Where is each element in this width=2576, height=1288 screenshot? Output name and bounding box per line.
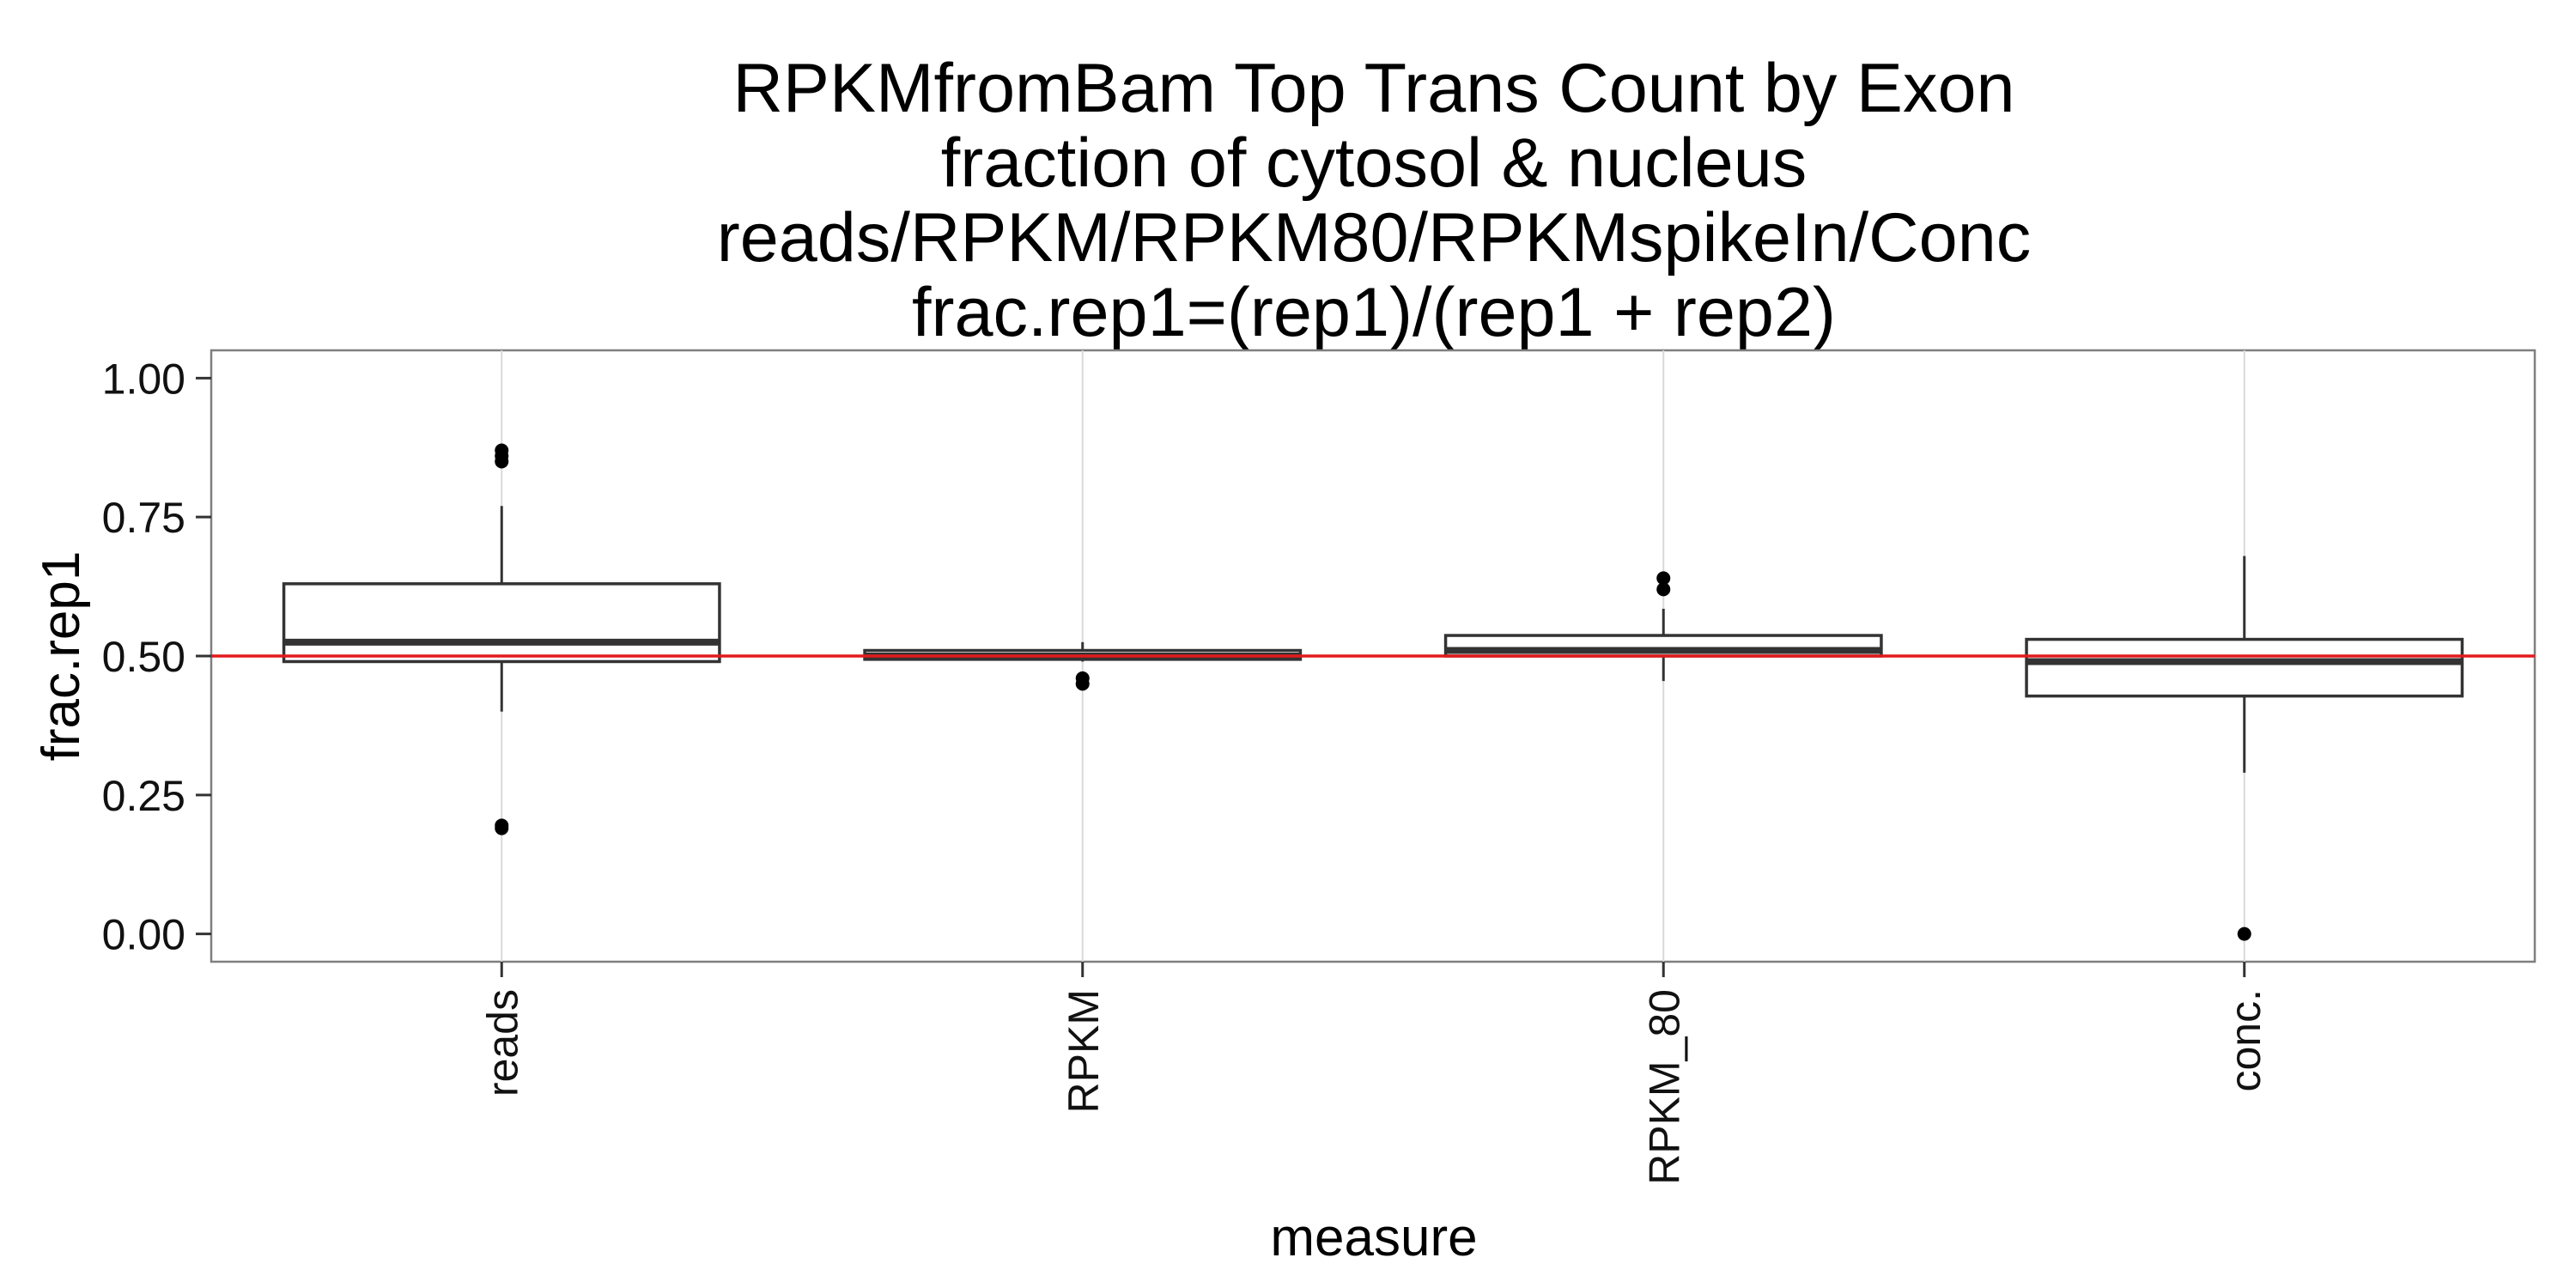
x-axis: reads RPKM RPKM_80 conc. <box>478 962 2269 1185</box>
y-tick-label: 1.00 <box>102 355 185 403</box>
box-reads <box>282 443 721 835</box>
chart-title: RPKMfromBam Top Trans Count by Exonfract… <box>717 50 2032 351</box>
chart-title-line: frac.rep1=(rep1)/(rep1 + rep2) <box>912 274 1836 351</box>
chart-title-line: reads/RPKM/RPKM80/RPKMspikeIn/Conc <box>717 199 2032 276</box>
chart-title-line: RPKMfromBam Top Trans Count by Exon <box>732 50 2014 127</box>
x-tick-label: conc. <box>2221 989 2269 1092</box>
box-iqr <box>282 582 721 664</box>
x-axis-title: measure <box>1270 1208 1477 1267</box>
y-tick-label: 0.25 <box>102 772 185 820</box>
outlier-point <box>2237 927 2251 941</box>
x-tick-label: reads <box>478 989 526 1097</box>
chart-title-line: fraction of cytosol & nucleus <box>941 125 1807 202</box>
outlier-point <box>495 454 509 469</box>
box-rpkm-80 <box>1443 571 1883 682</box>
box-conc- <box>2025 556 2464 941</box>
x-tick-label: RPKM_80 <box>1640 989 1688 1185</box>
outlier-point <box>1656 571 1671 586</box>
outlier-point <box>1075 677 1090 691</box>
y-axis: 1.00 0.75 0.50 0.25 0.00 <box>102 355 211 959</box>
y-tick-label: 0.50 <box>102 633 185 681</box>
x-tick-label: RPKM <box>1060 989 1108 1113</box>
box-iqr <box>2025 637 2464 698</box>
outlier-point <box>495 821 509 835</box>
outlier-point <box>1656 582 1671 597</box>
y-tick-label: 0.75 <box>102 494 185 542</box>
y-axis-title: frac.rep1 <box>32 551 91 762</box>
y-tick-label: 0.00 <box>102 911 185 959</box>
